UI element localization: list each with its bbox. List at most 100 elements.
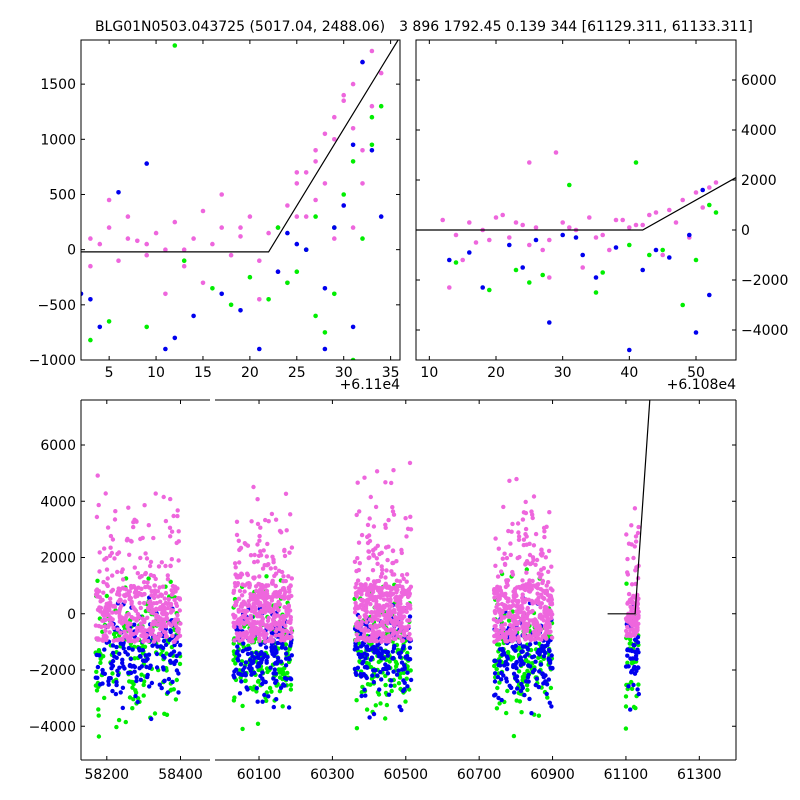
bottom-point-g: [269, 689, 274, 694]
tl-point-green: [285, 280, 290, 286]
bottom-point-m: [177, 608, 182, 613]
bottom-point-m: [502, 606, 508, 612]
bottom-xtick-label: 60100: [237, 767, 282, 783]
bottom-point-m: [521, 626, 526, 631]
tr-point-magenta: [553, 150, 559, 155]
bottom-point-g: [395, 647, 401, 653]
bottom-point-m: [495, 598, 501, 603]
bottom-point-m: [359, 532, 365, 538]
bottom-point-m: [516, 598, 521, 604]
bottom-xtick-label: 60300: [310, 767, 355, 783]
tl-point-blue: [303, 247, 309, 252]
bottom-point-b: [631, 682, 636, 688]
bottom-point-m: [383, 612, 389, 618]
bottom-point-b: [120, 660, 125, 666]
tl-point-magenta: [116, 258, 121, 264]
bottom-point-b: [288, 677, 294, 682]
bottom-point-g: [131, 682, 136, 687]
bottom-point-m: [114, 637, 119, 643]
bottom-point-m: [235, 582, 240, 588]
bottom-point-m: [149, 593, 154, 598]
bottom-point-m: [367, 587, 373, 592]
bottom-point-b: [147, 684, 152, 689]
bottom-point-m: [255, 497, 260, 502]
tl-point-magenta: [163, 291, 168, 297]
bottom-point-m: [386, 628, 392, 633]
tl-point-green: [369, 142, 375, 148]
tl-point-blue: [275, 269, 281, 275]
bottom-point-m: [102, 546, 107, 551]
tr-xtick-label: 50: [687, 365, 705, 381]
bottom-point-m: [120, 577, 126, 582]
bottom-point-m: [122, 593, 127, 598]
bottom-point-m: [103, 617, 109, 622]
bottom-point-m: [354, 621, 359, 627]
bottom-point-b: [497, 647, 503, 652]
tl-xtick-label: 25: [288, 365, 306, 381]
bottom-point-b: [515, 686, 520, 691]
bottom-point-g: [524, 567, 529, 572]
bottom-point-m: [271, 620, 276, 625]
bottom-point-b: [283, 646, 288, 651]
bottom-point-m: [136, 585, 141, 590]
bottom-point-m: [126, 505, 131, 510]
bottom-point-b: [362, 665, 368, 670]
bottom-point-m: [126, 627, 131, 632]
bottom-point-m: [244, 630, 249, 635]
bottom-point-m: [406, 624, 411, 629]
bottom-point-b: [530, 669, 536, 675]
bottom-point-m: [127, 552, 132, 557]
bottom-point-b: [401, 688, 406, 694]
bottom-point-m: [246, 620, 251, 625]
bottom-point-m: [513, 591, 518, 596]
bottom-point-m: [505, 599, 511, 604]
bottom-point-m: [131, 520, 136, 525]
bottom-point-m: [625, 556, 630, 562]
bottom-point-m: [512, 636, 517, 641]
tl-point-magenta: [144, 252, 149, 258]
tl-point-magenta: [257, 297, 262, 302]
tr-point-blue: [653, 247, 659, 253]
bottom-point-m: [542, 534, 547, 540]
bottom-point-b: [106, 679, 111, 684]
tl-point-magenta: [153, 230, 159, 236]
tl-point-magenta: [303, 214, 309, 219]
bottom-point-b: [280, 642, 285, 648]
bottom-point-m: [547, 510, 552, 515]
bottom-point-g: [625, 660, 630, 665]
bottom-point-m: [150, 609, 156, 614]
bottom-point-m: [176, 529, 181, 534]
tl-point-magenta: [294, 214, 300, 219]
bottom-point-m: [531, 633, 537, 638]
bottom-point-b: [238, 672, 243, 677]
tr-point-magenta: [633, 222, 639, 228]
bottom-point-b: [381, 666, 386, 672]
bottom-point-m: [284, 628, 289, 633]
bottom-point-m: [363, 605, 369, 611]
bottom-point-g: [510, 655, 516, 660]
bottom-point-m: [236, 538, 241, 543]
bottom-point-m: [145, 606, 151, 611]
bottom-point-m: [493, 563, 498, 568]
bottom-point-m: [108, 615, 113, 620]
tl-point-magenta: [360, 148, 365, 153]
bottom-point-m: [104, 637, 109, 643]
bottom-point-m: [129, 599, 134, 604]
bottom-point-m: [510, 572, 516, 577]
bottom-point-m: [528, 636, 533, 641]
bottom-point-m: [395, 633, 400, 638]
bottom-point-g: [233, 661, 238, 666]
bottom-point-m: [508, 541, 513, 546]
bottom-point-m: [242, 608, 247, 613]
bottom-point-g: [114, 724, 119, 730]
tr-point-blue: [700, 187, 705, 193]
bottom-point-m: [152, 591, 158, 597]
tr-point-magenta: [647, 212, 652, 218]
bottom-point-g: [250, 687, 256, 692]
bottom-point-m: [160, 611, 165, 616]
bottom-point-b: [513, 675, 518, 681]
bottom-point-b: [264, 660, 269, 665]
bottom-point-m: [533, 562, 538, 567]
bottom-point-b: [176, 671, 181, 676]
bottom-point-g: [520, 677, 526, 682]
